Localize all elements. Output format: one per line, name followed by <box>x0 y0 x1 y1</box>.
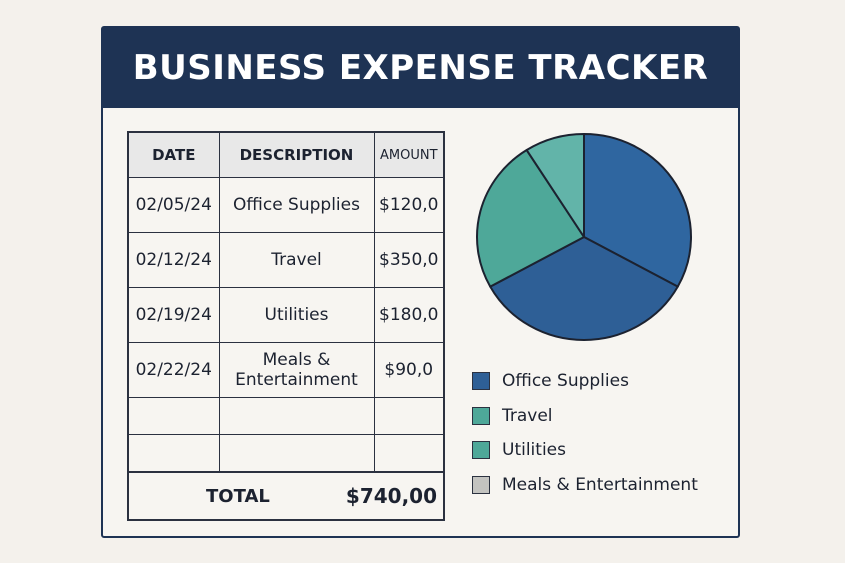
pie-legend: Office Supplies Travel Utilities Meals & En… <box>472 364 698 502</box>
empty-table-row <box>127 434 445 473</box>
legend-swatch <box>472 372 490 391</box>
empty-cell <box>373 434 445 473</box>
page-title: BUSINESS EXPENSE TRACKER <box>132 48 709 88</box>
legend-item: Meals & Entertainment <box>472 468 698 503</box>
cell-date: 02/05/24 <box>127 177 220 233</box>
empty-cell <box>373 397 445 435</box>
title-banner: BUSINESS EXPENSE TRACKER <box>103 28 738 108</box>
expense-pie-chart <box>476 133 692 341</box>
legend-item: Travel <box>472 399 698 434</box>
total-cell: TOTAL $740,00 <box>127 471 445 521</box>
table-row: 02/05/24 Office Supplies $120,0 <box>127 177 445 233</box>
column-header-description: DESCRIPTION <box>218 131 375 178</box>
cell-date: 02/12/24 <box>127 232 220 288</box>
expense-table: DATE DESCRIPTION AMOUNT 02/05/24 Office … <box>127 131 445 521</box>
pie-slice-meals-entertainment <box>525 133 585 238</box>
legend-item: Utilities <box>472 433 698 468</box>
expense-tracker-card: BUSINESS EXPENSE TRACKER DATE DESCRIPTIO… <box>101 26 740 538</box>
pie-slice-utilities <box>476 149 585 288</box>
cell-description: Meals & Entertainment <box>218 342 375 398</box>
cell-amount: $90,0 <box>373 342 445 398</box>
table-header-row: DATE DESCRIPTION AMOUNT <box>127 131 445 178</box>
cell-description: Travel <box>218 232 375 288</box>
legend-swatch <box>472 475 490 494</box>
legend-label: Travel <box>502 405 553 426</box>
table-row: 02/12/24 Travel $350,0 <box>127 232 445 288</box>
total-row: TOTAL $740,00 <box>127 471 445 521</box>
total-value: $740,00 <box>345 484 437 508</box>
column-header-amount: AMOUNT <box>373 131 445 178</box>
legend-item: Office Supplies <box>472 364 698 399</box>
cell-date: 02/22/24 <box>127 342 220 398</box>
cell-amount: $180,0 <box>373 287 445 343</box>
legend-label: Utilities <box>502 440 566 461</box>
cell-amount: $120,0 <box>373 177 445 233</box>
total-label: TOTAL <box>206 485 270 507</box>
empty-cell <box>127 434 220 473</box>
legend-swatch <box>472 441 490 460</box>
legend-swatch <box>472 406 490 425</box>
table-row: 02/19/24 Utilities $180,0 <box>127 287 445 343</box>
empty-cell <box>218 397 375 435</box>
column-header-date: DATE <box>127 131 220 178</box>
cell-date: 02/19/24 <box>127 287 220 343</box>
pie-slice-office-supplies <box>583 133 692 288</box>
cell-description: Utilities <box>218 287 375 343</box>
empty-table-row <box>127 397 445 435</box>
empty-cell <box>218 434 375 473</box>
legend-label: Meals & Entertainment <box>502 474 698 495</box>
empty-cell <box>127 397 220 435</box>
legend-label: Office Supplies <box>502 371 629 392</box>
cell-amount: $350,0 <box>373 232 445 288</box>
table-row: 02/22/24 Meals & Entertainment $90,0 <box>127 342 445 398</box>
cell-description: Office Supplies <box>218 177 375 233</box>
